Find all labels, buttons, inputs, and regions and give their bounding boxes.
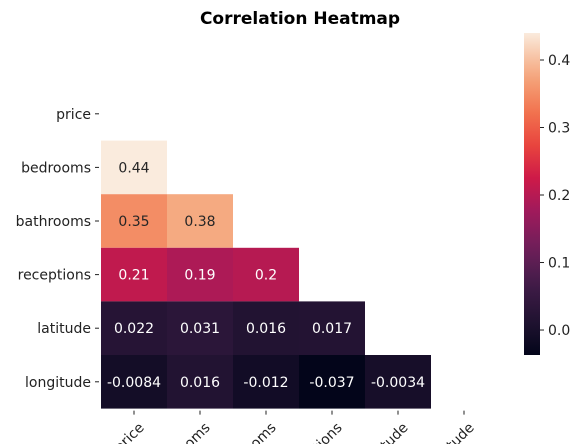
y-tick-label-price: price xyxy=(56,107,91,123)
heatmap-cell-longitude-bedrooms xyxy=(167,355,233,409)
heatmap-cell-latitude-bathrooms xyxy=(233,301,299,355)
heatmap-cell-bedrooms-price xyxy=(101,140,167,195)
cell-value-latitude-bedrooms: 0.031 xyxy=(180,321,220,337)
cell-value-bedrooms-price: 0.44 xyxy=(118,160,149,176)
cell-value-receptions-bathrooms: 0.2 xyxy=(255,268,277,284)
heatmap-cell-bathrooms-price xyxy=(101,194,167,248)
cell-value-longitude-price: -0.0084 xyxy=(107,375,161,391)
cell-value-longitude-bathrooms: -0.012 xyxy=(243,375,288,391)
heatmap-cell-latitude-bedrooms xyxy=(167,301,233,355)
colorbar-tick-label-1: 0.1 xyxy=(548,256,570,272)
colorbar xyxy=(524,33,540,355)
heatmap-cell-receptions-bedrooms xyxy=(167,247,233,302)
x-tick-label-bedrooms: bedrooms xyxy=(153,420,214,444)
y-tick-label-receptions: receptions xyxy=(18,268,91,284)
heatmap-cell-bathrooms-bedrooms xyxy=(167,194,233,248)
x-tick-label-bathrooms: bathrooms xyxy=(215,420,280,444)
chart-title: Correlation Heatmap xyxy=(200,9,400,29)
colorbar-tick-label-4: 0.4 xyxy=(548,53,570,69)
heatmap-cell-receptions-bathrooms xyxy=(233,247,299,302)
colorbar-ticks: 0.0 0.1 0.2 0.3 0.4 xyxy=(540,53,570,339)
x-tick-label-latitude: latitude xyxy=(362,420,411,444)
heatmap-cell-receptions-price xyxy=(101,247,167,302)
heatmap-cell-latitude-price xyxy=(101,301,167,355)
heatmap-cell-longitude-receptions xyxy=(299,355,365,409)
heatmap-cell-longitude-latitude xyxy=(365,355,431,409)
cell-value-receptions-bedrooms: 0.19 xyxy=(184,268,215,284)
y-axis-tick-labels: price bedrooms bathrooms receptions latitude… xyxy=(16,107,99,391)
heatmap-cells: 0.44 0.35 0.38 0.21 0.19 0.2 0.022 0.031 0.016 0.… xyxy=(101,140,431,409)
colorbar-tick-label-0: 0.0 xyxy=(548,323,570,339)
x-tick-label-price: price xyxy=(112,420,148,444)
x-tick-label-longitude: longitude xyxy=(420,420,478,444)
cell-value-receptions-price: 0.21 xyxy=(118,268,149,284)
cell-value-latitude-price: 0.022 xyxy=(114,321,154,337)
y-tick-label-bedrooms: bedrooms xyxy=(21,160,91,176)
cell-value-longitude-receptions: -0.037 xyxy=(309,375,354,391)
y-tick-label-longitude: longitude xyxy=(25,375,91,391)
cell-value-latitude-receptions: 0.017 xyxy=(312,321,352,337)
cell-value-bathrooms-bedrooms: 0.38 xyxy=(184,214,215,230)
colorbar-tick-label-3: 0.3 xyxy=(548,121,570,137)
colorbar-tick-label-2: 0.2 xyxy=(548,188,570,204)
y-tick-label-latitude: latitude xyxy=(37,321,91,337)
heatmap-cell-longitude-price xyxy=(101,355,167,409)
heatmap-cell-longitude-bathrooms xyxy=(233,355,299,409)
cell-value-latitude-bathrooms: 0.016 xyxy=(246,321,286,337)
x-tick-label-receptions: receptions xyxy=(282,420,345,444)
cell-value-longitude-latitude: -0.0034 xyxy=(371,375,425,391)
heatmap-cell-latitude-receptions xyxy=(299,301,365,355)
cell-value-longitude-bedrooms: 0.016 xyxy=(180,375,220,391)
y-tick-label-bathrooms: bathrooms xyxy=(16,214,91,230)
cell-value-bathrooms-price: 0.35 xyxy=(118,214,149,230)
